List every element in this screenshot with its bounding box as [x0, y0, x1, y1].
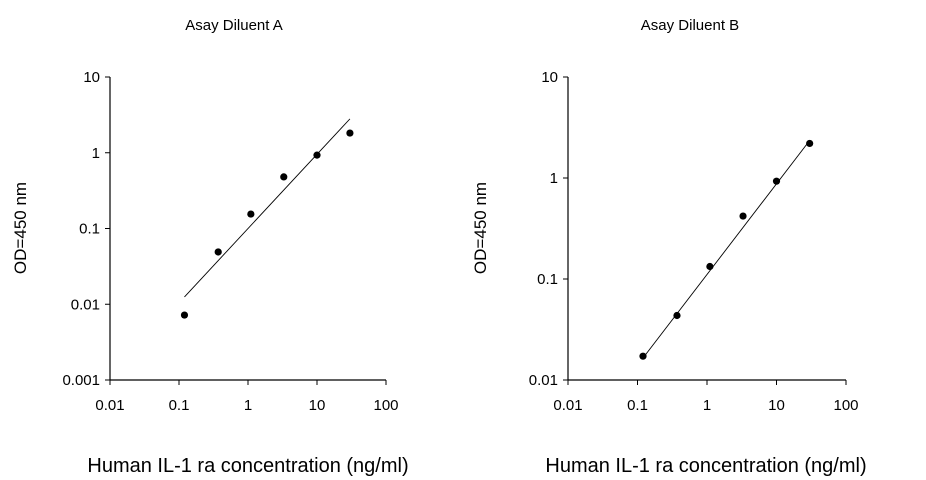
data-point [806, 139, 814, 148]
data-point [346, 129, 354, 137]
x-tick-label: 0.1 [169, 397, 190, 414]
y-tick-label: 0.1 [79, 221, 100, 238]
data-point [280, 173, 288, 181]
chart-diluent-b: Asay Diluent B OD=450 nm Human IL-1 ra c… [471, 17, 867, 477]
data-point [739, 212, 747, 220]
x-tick-label: 10 [309, 397, 326, 414]
x-tick-label: 0.01 [95, 397, 124, 414]
x-tick-label: 1 [244, 397, 252, 414]
y-tick-label: 1 [550, 170, 558, 187]
x-tick-label: 0.1 [627, 397, 648, 414]
fit-line [642, 140, 811, 359]
y-tick-label: 1 [92, 145, 100, 162]
x-tick-label: 0.01 [553, 397, 582, 414]
y-tick-label: 0.01 [71, 296, 100, 313]
y-axis-label: OD=450 nm [11, 182, 30, 274]
data-point [706, 262, 714, 271]
data-point [639, 352, 647, 360]
x-tick-label: 1 [703, 397, 711, 414]
data-point [673, 311, 681, 320]
y-tick-label: 0.001 [62, 372, 100, 389]
data-point [214, 248, 222, 256]
data-point [772, 177, 781, 185]
x-axis-label: Human IL-1 ra concentration (ng/ml) [87, 455, 408, 477]
fit-line [184, 118, 351, 298]
y-axis-label: OD=450 nm [471, 182, 490, 274]
chart-title: Asay Diluent A [185, 17, 283, 34]
x-tick-label: 100 [833, 397, 858, 414]
data-point [180, 311, 189, 319]
chart-diluent-a: Asay Diluent A OD=450 nm Human IL-1 ra c… [11, 17, 409, 477]
data-point [247, 210, 255, 218]
x-axis-label: Human IL-1 ra concentration (ng/ml) [545, 455, 866, 477]
y-tick-label: 0.1 [537, 271, 558, 288]
y-tick-label: 0.01 [529, 372, 558, 389]
x-tick-label: 10 [768, 397, 785, 414]
data-point [313, 151, 321, 159]
y-tick-label: 10 [83, 69, 100, 86]
y-tick-label: 10 [541, 69, 558, 86]
chart-title: Asay Diluent B [641, 17, 739, 34]
x-tick-label: 100 [373, 397, 398, 414]
